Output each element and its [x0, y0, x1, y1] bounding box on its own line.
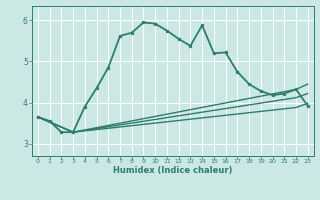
X-axis label: Humidex (Indice chaleur): Humidex (Indice chaleur) [113, 166, 233, 175]
